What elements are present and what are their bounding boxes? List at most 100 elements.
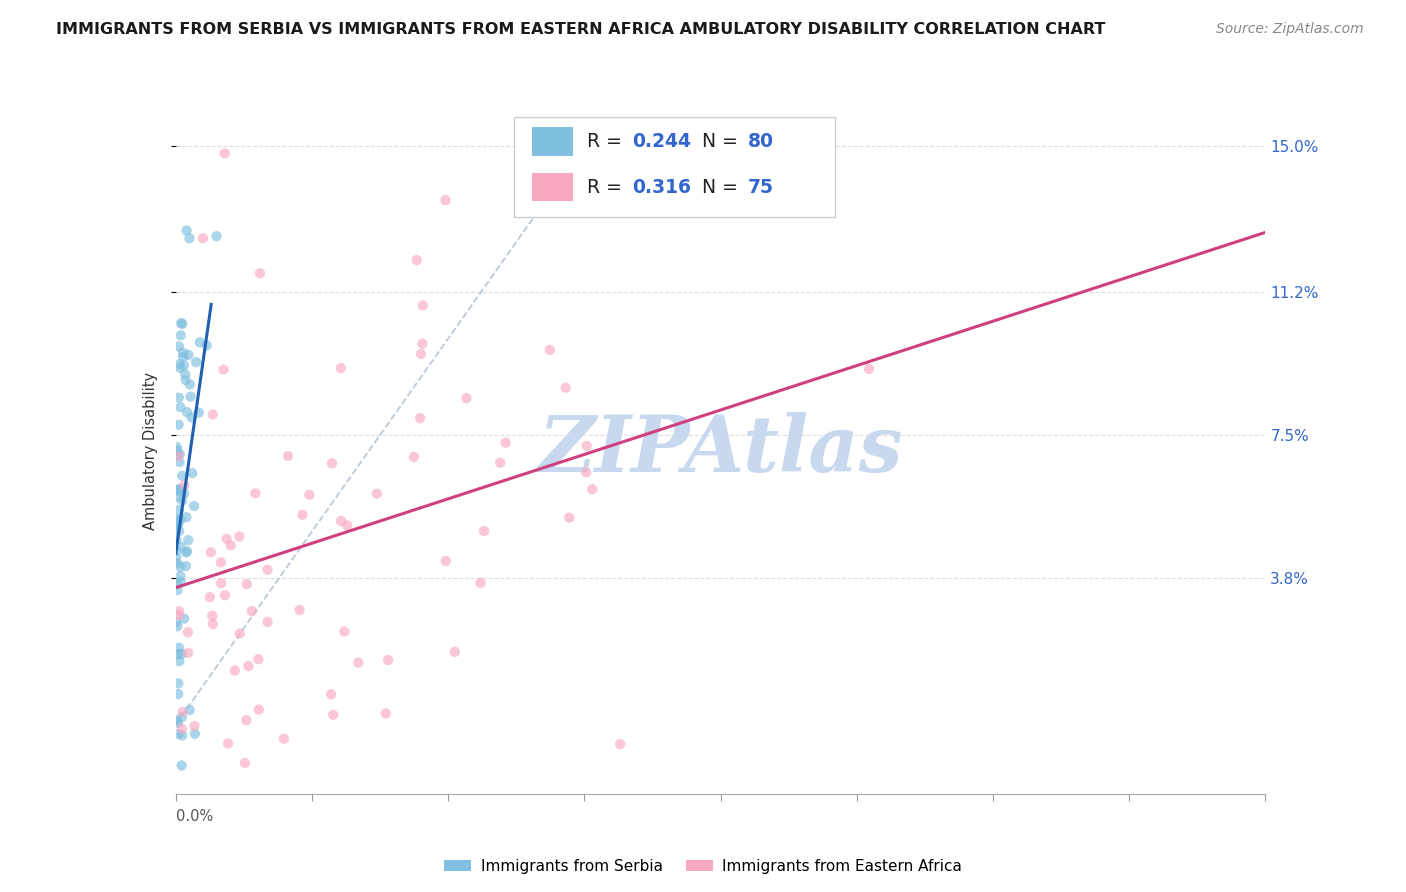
Point — [174, 559, 197, 574]
Point — [330, 514, 353, 528]
Text: 0.0%: 0.0% — [176, 809, 212, 824]
Point — [538, 343, 561, 357]
Point — [172, 493, 194, 508]
Point — [167, 640, 190, 655]
Point — [198, 590, 221, 604]
Point — [575, 439, 598, 453]
Point — [434, 554, 457, 568]
Point — [169, 482, 191, 496]
Point — [172, 345, 194, 359]
Point — [167, 449, 190, 463]
Point — [219, 538, 242, 552]
Point — [201, 408, 224, 422]
Point — [170, 328, 193, 343]
Point — [167, 524, 190, 538]
Point — [209, 576, 232, 591]
Point — [177, 348, 200, 362]
Legend: Immigrants from Serbia, Immigrants from Eastern Africa: Immigrants from Serbia, Immigrants from … — [437, 853, 969, 880]
Point — [167, 417, 190, 432]
Point — [472, 524, 495, 538]
Point — [172, 468, 194, 483]
Point — [409, 411, 432, 425]
Point — [256, 615, 278, 629]
Text: Source: ZipAtlas.com: Source: ZipAtlas.com — [1216, 22, 1364, 37]
Point — [170, 316, 193, 330]
Point — [179, 231, 201, 245]
Point — [169, 455, 191, 469]
Point — [169, 540, 191, 554]
Bar — [531, 172, 574, 202]
Point — [174, 373, 197, 387]
Bar — [531, 128, 574, 156]
Text: N =: N = — [690, 132, 744, 151]
Point — [166, 715, 188, 730]
Point — [238, 659, 260, 673]
Point — [166, 519, 188, 533]
Point — [191, 231, 214, 245]
Point — [166, 544, 188, 558]
Point — [489, 456, 512, 470]
Point — [217, 737, 239, 751]
Point — [322, 707, 344, 722]
Point — [169, 569, 191, 583]
Point — [173, 359, 195, 373]
Point — [858, 362, 880, 376]
Point — [176, 223, 198, 237]
Point — [181, 466, 204, 480]
Point — [176, 510, 198, 524]
Point — [347, 656, 370, 670]
Point — [167, 647, 190, 661]
Point — [609, 737, 631, 751]
Point — [200, 545, 222, 559]
Point — [167, 483, 190, 498]
Point — [402, 450, 425, 464]
Point — [333, 624, 356, 639]
Point — [205, 229, 228, 244]
Point — [177, 625, 200, 640]
Point — [214, 146, 236, 161]
Point — [169, 447, 191, 461]
Point — [167, 676, 190, 690]
Point — [201, 617, 224, 632]
Point — [173, 486, 195, 500]
Point — [167, 483, 190, 498]
Point — [187, 406, 209, 420]
Point — [277, 449, 299, 463]
Point — [288, 603, 311, 617]
Point — [179, 703, 201, 717]
Point — [167, 391, 190, 405]
Point — [321, 687, 343, 701]
Point — [228, 529, 250, 543]
Point — [165, 575, 187, 590]
Point — [169, 654, 191, 668]
Point — [195, 338, 218, 352]
Point — [169, 512, 191, 526]
Point — [167, 515, 190, 529]
Point — [172, 317, 194, 331]
Point — [167, 687, 190, 701]
Point — [575, 466, 598, 480]
Point — [298, 488, 321, 502]
Point — [247, 652, 270, 666]
Point — [173, 612, 195, 626]
Text: R =: R = — [586, 178, 627, 196]
Point — [321, 456, 343, 470]
Point — [179, 377, 201, 392]
Point — [374, 706, 396, 721]
Point — [174, 368, 197, 382]
Point — [214, 588, 236, 602]
Point — [167, 339, 190, 353]
Point — [169, 559, 191, 574]
Point — [228, 626, 250, 640]
Point — [247, 703, 270, 717]
Point — [412, 298, 434, 312]
Point — [166, 440, 188, 454]
Point — [201, 608, 224, 623]
Text: 80: 80 — [748, 132, 773, 151]
Text: N =: N = — [690, 178, 744, 196]
Point — [170, 647, 193, 661]
Point — [172, 705, 194, 719]
Point — [405, 253, 427, 268]
Point — [336, 518, 359, 533]
Text: R =: R = — [586, 132, 627, 151]
